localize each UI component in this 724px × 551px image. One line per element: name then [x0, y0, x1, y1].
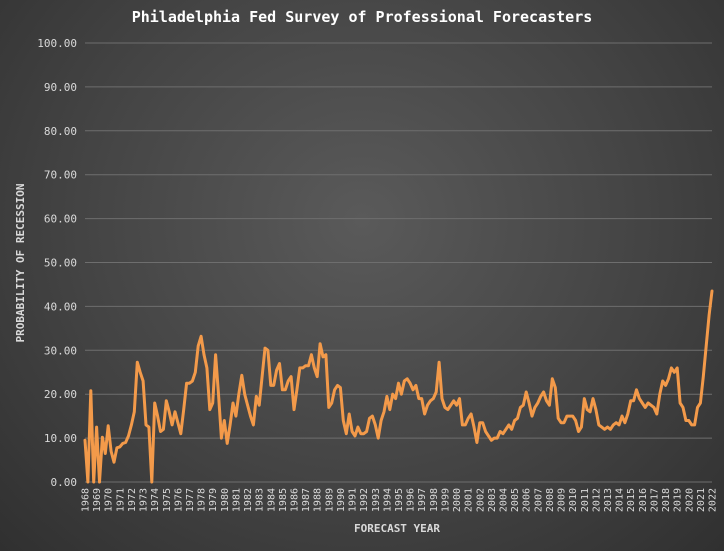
x-tick-label: 1975 [162, 488, 173, 512]
x-tick-label: 1996 [406, 488, 417, 512]
series-line [83, 289, 714, 484]
x-tick-label: 1993 [371, 488, 382, 512]
x-tick-label: 1977 [185, 488, 196, 512]
x-tick-label: 1990 [336, 488, 347, 512]
x-tick-label: 2009 [557, 488, 568, 512]
x-tick-label: 1972 [127, 488, 138, 512]
x-tick-label: 2005 [510, 488, 521, 512]
x-tick-label: 1999 [440, 488, 451, 512]
x-tick-label: 1979 [208, 488, 219, 512]
y-tick-label: 20.00 [44, 388, 77, 401]
x-tick-label: 2011 [580, 488, 591, 512]
series-layer [83, 289, 714, 484]
x-axis-ticks: 1968 1969 1970 1971 1972 1973 1974 1975 1976 1977… [81, 488, 719, 512]
x-tick-label: 1987 [301, 488, 312, 512]
x-tick-label: 1968 [81, 488, 92, 512]
chart-title: Philadelphia Fed Survey of Professional … [132, 8, 593, 26]
y-tick-label: 100.00 [37, 37, 77, 50]
x-tick-label: 1970 [104, 488, 115, 512]
x-tick-label: 2021 [696, 488, 707, 512]
y-axis-ticks: 0.00 10.00 20.00 30.00 40.00 50.00 60.00 70.00 8… [37, 37, 77, 489]
x-tick-label: 1997 [417, 488, 428, 512]
x-tick-label: 2020 [684, 488, 695, 512]
y-tick-label: 80.00 [44, 125, 77, 138]
x-tick-label: 2007 [533, 488, 544, 512]
x-tick-label: 2018 [661, 488, 672, 512]
y-tick-label: 50.00 [44, 257, 77, 270]
x-tick-label: 2001 [464, 488, 475, 512]
x-tick-label: 1974 [150, 488, 161, 512]
y-tick-label: 40.00 [44, 300, 77, 313]
x-tick-label: 2010 [568, 488, 579, 512]
x-tick-label: 2014 [615, 488, 626, 512]
x-tick-label: 1995 [394, 488, 405, 512]
x-tick-label: 2004 [499, 488, 510, 512]
x-tick-label: 1969 [92, 488, 103, 512]
x-tick-label: 2017 [649, 488, 660, 512]
x-axis-label: FORECAST YEAR [354, 522, 440, 535]
x-tick-label: 1984 [266, 488, 277, 512]
y-tick-label: 0.00 [51, 476, 78, 489]
x-tick-label: 1983 [255, 488, 266, 512]
x-tick-label: 2015 [626, 488, 637, 512]
x-tick-label: 2000 [452, 488, 463, 512]
y-tick-label: 10.00 [44, 432, 77, 445]
x-tick-label: 1982 [243, 488, 254, 512]
x-tick-label: 1971 [115, 488, 126, 512]
x-tick-label: 2003 [487, 488, 498, 512]
x-tick-label: 1986 [290, 488, 301, 512]
x-tick-label: 1989 [324, 488, 335, 512]
y-tick-label: 90.00 [44, 81, 77, 94]
x-tick-label: 2022 [708, 488, 719, 512]
x-tick-label: 1988 [313, 488, 324, 512]
x-tick-label: 2013 [603, 488, 614, 512]
y-tick-label: 70.00 [44, 169, 77, 182]
y-tick-label: 30.00 [44, 344, 77, 357]
x-tick-label: 2008 [545, 488, 556, 512]
x-tick-label: 1980 [220, 488, 231, 512]
x-tick-label: 1981 [231, 488, 242, 512]
x-tick-label: 1978 [197, 488, 208, 512]
x-tick-label: 1992 [359, 488, 370, 512]
x-tick-label: 2006 [522, 488, 533, 512]
y-tick-label: 60.00 [44, 213, 77, 226]
x-tick-label: 1991 [348, 488, 359, 512]
x-tick-label: 1976 [173, 488, 184, 512]
x-tick-label: 2002 [475, 488, 486, 512]
x-tick-label: 1998 [429, 488, 440, 512]
x-tick-label: 1973 [139, 488, 150, 512]
x-tick-label: 2016 [638, 488, 649, 512]
x-tick-label: 1985 [278, 488, 289, 512]
x-tick-label: 2019 [673, 488, 684, 512]
x-tick-label: 1994 [382, 488, 393, 512]
x-tick-label: 2012 [591, 488, 602, 512]
y-axis-label: PROBABILITY OF RECESSION [14, 184, 27, 343]
gridlines [85, 42, 712, 483]
